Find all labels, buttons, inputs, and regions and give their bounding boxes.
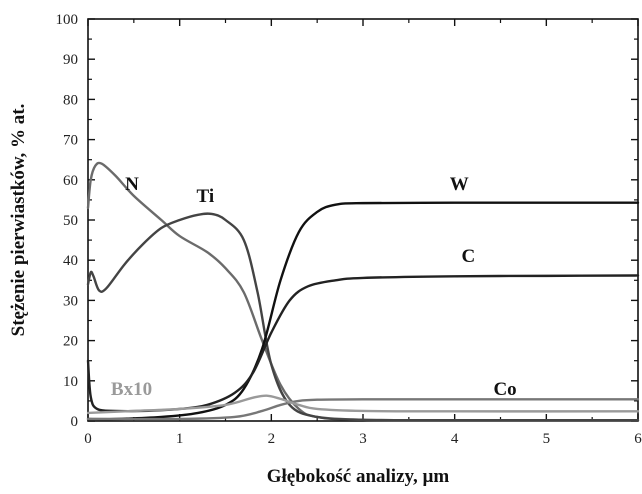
labels-layer: N Ti W C Co Bx10 — [111, 174, 517, 400]
y-tick-label: 90 — [63, 52, 78, 68]
y-tick-label: 10 — [63, 374, 78, 390]
y-tick-label: 50 — [63, 213, 78, 229]
series-label-ti: Ti — [197, 186, 215, 207]
x-axis-title: Głębokość analizy, µm — [267, 466, 450, 487]
x-tick-label: 0 — [84, 431, 92, 447]
plot-frame — [88, 19, 638, 421]
x-tick-label: 3 — [359, 431, 367, 447]
x-tick-label: 6 — [634, 431, 642, 447]
x-tick-label: 5 — [543, 431, 551, 447]
y-tick-label: 40 — [63, 253, 78, 269]
y-axis-title: Stężenie pierwiastków, % at. — [8, 104, 29, 337]
axes-layer — [88, 19, 638, 421]
series-line-n — [88, 163, 638, 420]
series-line-w — [88, 203, 638, 419]
x-tick-label: 1 — [176, 431, 184, 447]
x-tick-label: 2 — [268, 431, 276, 447]
series-layer — [88, 163, 638, 420]
y-tick-label: 0 — [71, 414, 79, 430]
series-label-bx10: Bx10 — [111, 379, 152, 400]
series-line-c — [88, 275, 638, 411]
y-tick-label: 20 — [63, 334, 78, 350]
y-tick-label: 60 — [63, 173, 78, 189]
series-label-n: N — [125, 174, 139, 195]
series-line-ti — [88, 214, 638, 421]
series-label-co: Co — [493, 379, 516, 400]
series-label-c: C — [462, 246, 476, 267]
y-tick-label: 70 — [63, 133, 78, 149]
x-tick-label: 4 — [451, 431, 459, 447]
y-tick-label: 80 — [63, 92, 78, 108]
y-tick-label: 100 — [56, 12, 79, 28]
y-tick-label: 30 — [63, 293, 78, 309]
series-label-w: W — [450, 174, 469, 195]
